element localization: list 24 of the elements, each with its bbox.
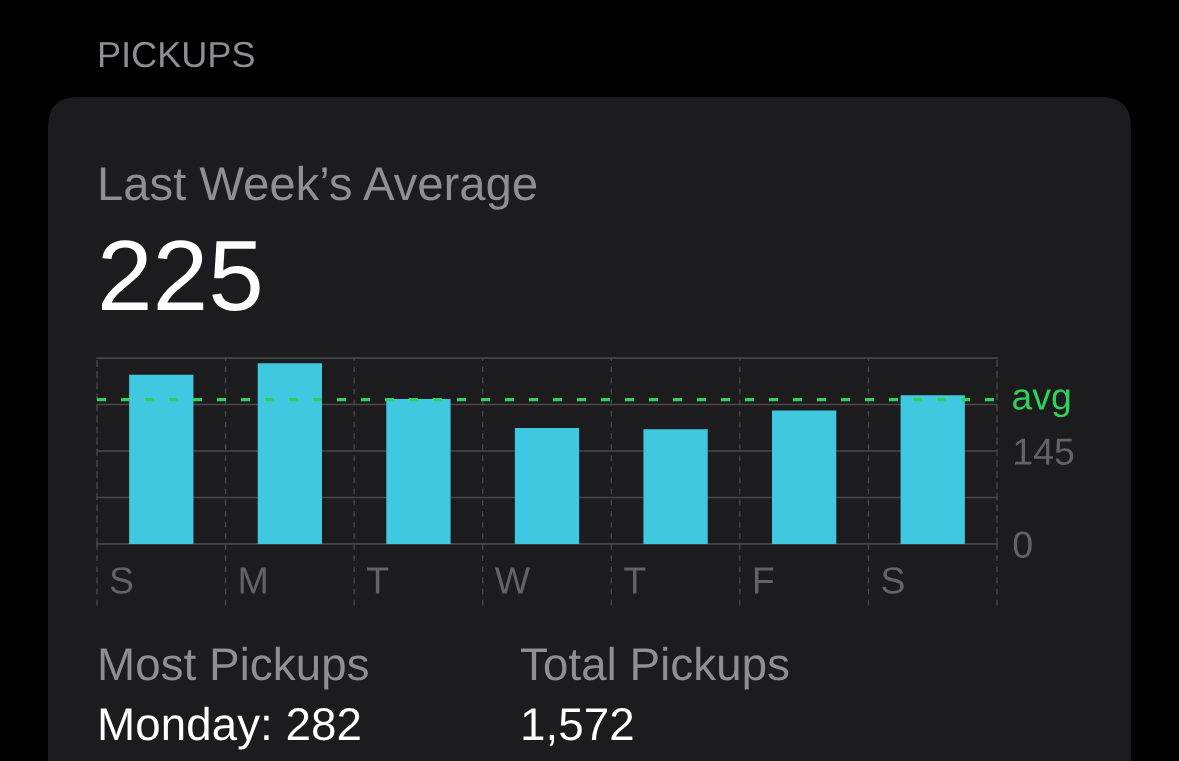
- x-tick-label: S: [110, 567, 133, 594]
- bar: [386, 399, 451, 544]
- bar: [257, 363, 322, 544]
- bar: [900, 395, 965, 544]
- y-tick-label: 0: [1013, 531, 1032, 558]
- bar: [514, 427, 580, 544]
- bar: [129, 374, 194, 544]
- x-tick-label: S: [882, 567, 904, 594]
- chart-title: PICKUPS: [99, 41, 254, 68]
- x-tick-label: T: [366, 567, 389, 594]
- x-tick-label: T: [624, 567, 646, 594]
- text: Most Pickups: [100, 646, 368, 690]
- text: 225: [102, 240, 260, 311]
- x-tick-label: M: [240, 567, 266, 594]
- bar: [772, 410, 837, 544]
- chart-subtitle: Last Week’s Average: [100, 165, 537, 210]
- ref-line-label: avg: [1012, 389, 1070, 418]
- text: 1,572: [523, 708, 633, 746]
- y-tick-label: 145: [1015, 438, 1074, 465]
- x-tick-label: W: [494, 567, 530, 594]
- bar: [643, 429, 708, 544]
- x-tick-label: F: [754, 567, 774, 594]
- text: Total Pickups: [521, 646, 789, 690]
- text: Monday: 282: [100, 706, 360, 750]
